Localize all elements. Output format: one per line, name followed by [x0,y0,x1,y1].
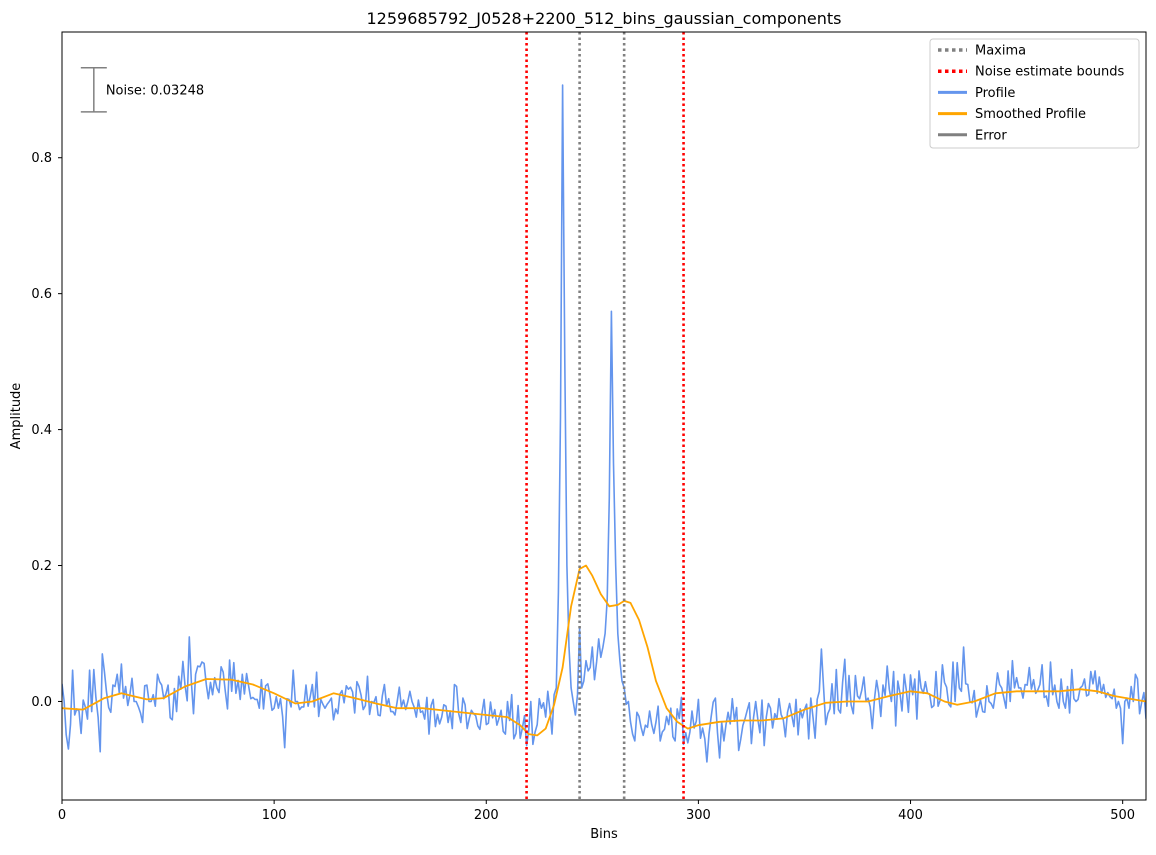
plot-frame [61,31,1147,801]
noise-annotation: Noise: 0.03248 [80,66,204,113]
y-tick-label: 0.4 [31,423,52,438]
x-axis-label: Bins [590,827,618,842]
y-tick-label: 0.8 [31,151,52,166]
y-tick-label: 0.6 [31,287,52,302]
x-tick-label: 0 [58,808,66,823]
x-tick-label: 100 [262,808,287,823]
legend-box [929,38,1140,149]
legend-label: Maxima [975,44,1026,59]
series-smoothed-profile-line [62,564,1146,737]
x-tick-label: 400 [898,808,923,823]
chart-title: 1259685792_J0528+2200_512_bins_gaussian_… [367,9,842,29]
ticks: 0 100 200 300 400 500 0.0 0.2 0.4 0.6 0.8 [31,151,1135,823]
legend-label: Profile [975,86,1015,101]
series-profile-line [62,84,1146,763]
noise-annotation-text: Noise: 0.03248 [106,83,204,98]
legend-label: Error [975,128,1007,143]
y-tick-label: 0.2 [31,559,52,574]
x-tick-label: 500 [1110,808,1135,823]
legend-label: Noise estimate bounds [975,65,1124,80]
y-tick-label: 0.0 [31,695,52,710]
legend: Maxima Noise estimate bounds Profile Smooth… [929,38,1140,149]
legend-label: Smoothed Profile [975,107,1086,122]
x-tick-label: 200 [474,808,499,823]
x-tick-label: 300 [686,808,711,823]
y-axis-label: Amplitude [9,383,24,450]
